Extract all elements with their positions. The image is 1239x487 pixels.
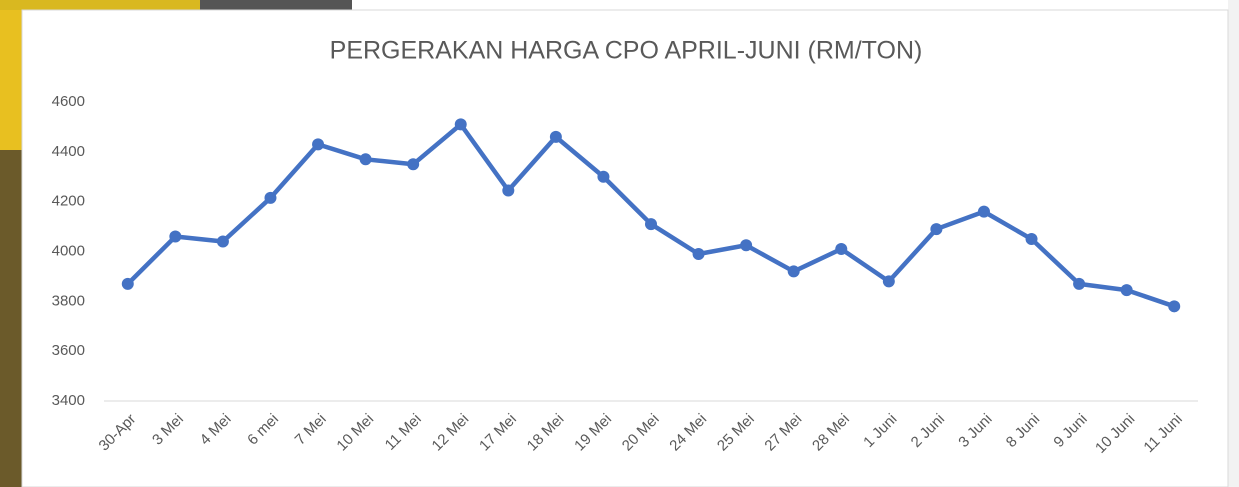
y-tick-label: 4200: [52, 193, 85, 210]
y-tick-label: 4600: [52, 93, 85, 110]
y-tick-label: 3800: [52, 292, 85, 309]
data-point: [978, 206, 990, 218]
y-tick-label: 4000: [52, 242, 85, 259]
chart: PERGERAKAN HARGA CPO APRIL-JUNI (RM/TON)…: [0, 0, 1239, 487]
data-point: [740, 239, 752, 251]
chart-title: PERGERAKAN HARGA CPO APRIL-JUNI (RM/TON): [330, 37, 923, 65]
data-point: [217, 236, 229, 248]
background: [1228, 0, 1239, 487]
data-point: [693, 248, 705, 260]
background-photo: [200, 0, 352, 10]
data-point: [502, 184, 514, 196]
y-tick-label: 4400: [52, 143, 85, 160]
data-point: [645, 218, 657, 230]
data-point: [1168, 300, 1180, 312]
data-point: [597, 171, 609, 183]
background-photo: [0, 0, 22, 150]
data-point: [1121, 284, 1133, 296]
data-point: [264, 192, 276, 204]
data-point: [455, 118, 467, 130]
y-tick-label: 3600: [52, 342, 85, 359]
data-point: [883, 275, 895, 287]
data-point: [930, 223, 942, 235]
data-point: [122, 278, 134, 290]
data-point: [169, 231, 181, 243]
data-point: [788, 265, 800, 277]
data-point: [312, 138, 324, 150]
data-point: [360, 153, 372, 165]
chart-area: [22, 10, 1228, 487]
page: PERGERAKAN HARGA CPO APRIL-JUNI (RM/TON)…: [0, 0, 1239, 487]
data-point: [407, 158, 419, 170]
data-point: [550, 131, 562, 143]
data-point: [1026, 233, 1038, 245]
data-point: [835, 243, 847, 255]
y-tick-label: 3400: [52, 392, 85, 409]
data-point: [1073, 278, 1085, 290]
